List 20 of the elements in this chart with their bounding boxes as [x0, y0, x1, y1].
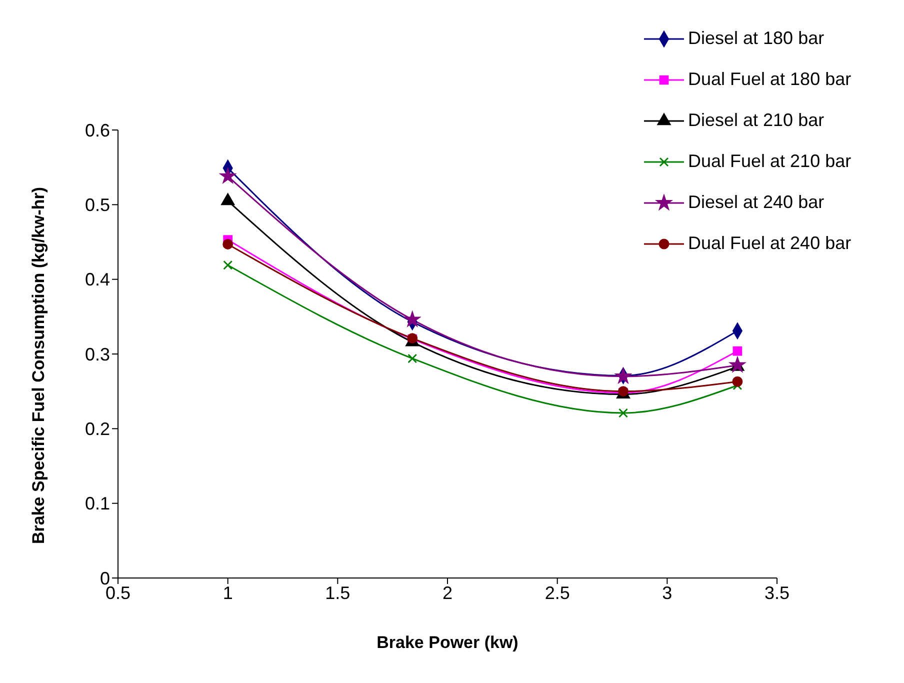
x-tick-label: 1 — [222, 582, 233, 603]
legend-label: Diesel at 180 bar — [688, 28, 824, 49]
legend-label: Diesel at 210 bar — [688, 110, 824, 131]
x-tick-label: 2.5 — [544, 582, 570, 603]
legend-label: Dual Fuel at 240 bar — [688, 233, 852, 254]
y-tick-label: 0.4 — [84, 270, 110, 290]
y-tick-label: 0.2 — [84, 419, 110, 440]
legend-label: Dual Fuel at 210 bar — [688, 151, 852, 172]
y-tick-label: 0.5 — [84, 195, 110, 216]
legend-label: Diesel at 240 bar — [688, 192, 824, 213]
x-axis-title: Brake Power (kw) — [376, 633, 518, 652]
x-tick-label: 3 — [662, 582, 672, 603]
legend-label: Dual Fuel at 180 bar — [688, 69, 852, 90]
y-tick-label: 0.6 — [84, 120, 110, 140]
x-tick-label: 1.5 — [325, 582, 350, 603]
x-tick-label: 3.5 — [764, 582, 790, 603]
x-tick-label: 2 — [442, 582, 453, 603]
y-axis-title: Brake Specific Fuel Consumption (kg/kw-hr) — [29, 186, 48, 544]
y-tick-label: 0.1 — [84, 494, 110, 514]
y-tick-label: 0.3 — [84, 344, 110, 364]
